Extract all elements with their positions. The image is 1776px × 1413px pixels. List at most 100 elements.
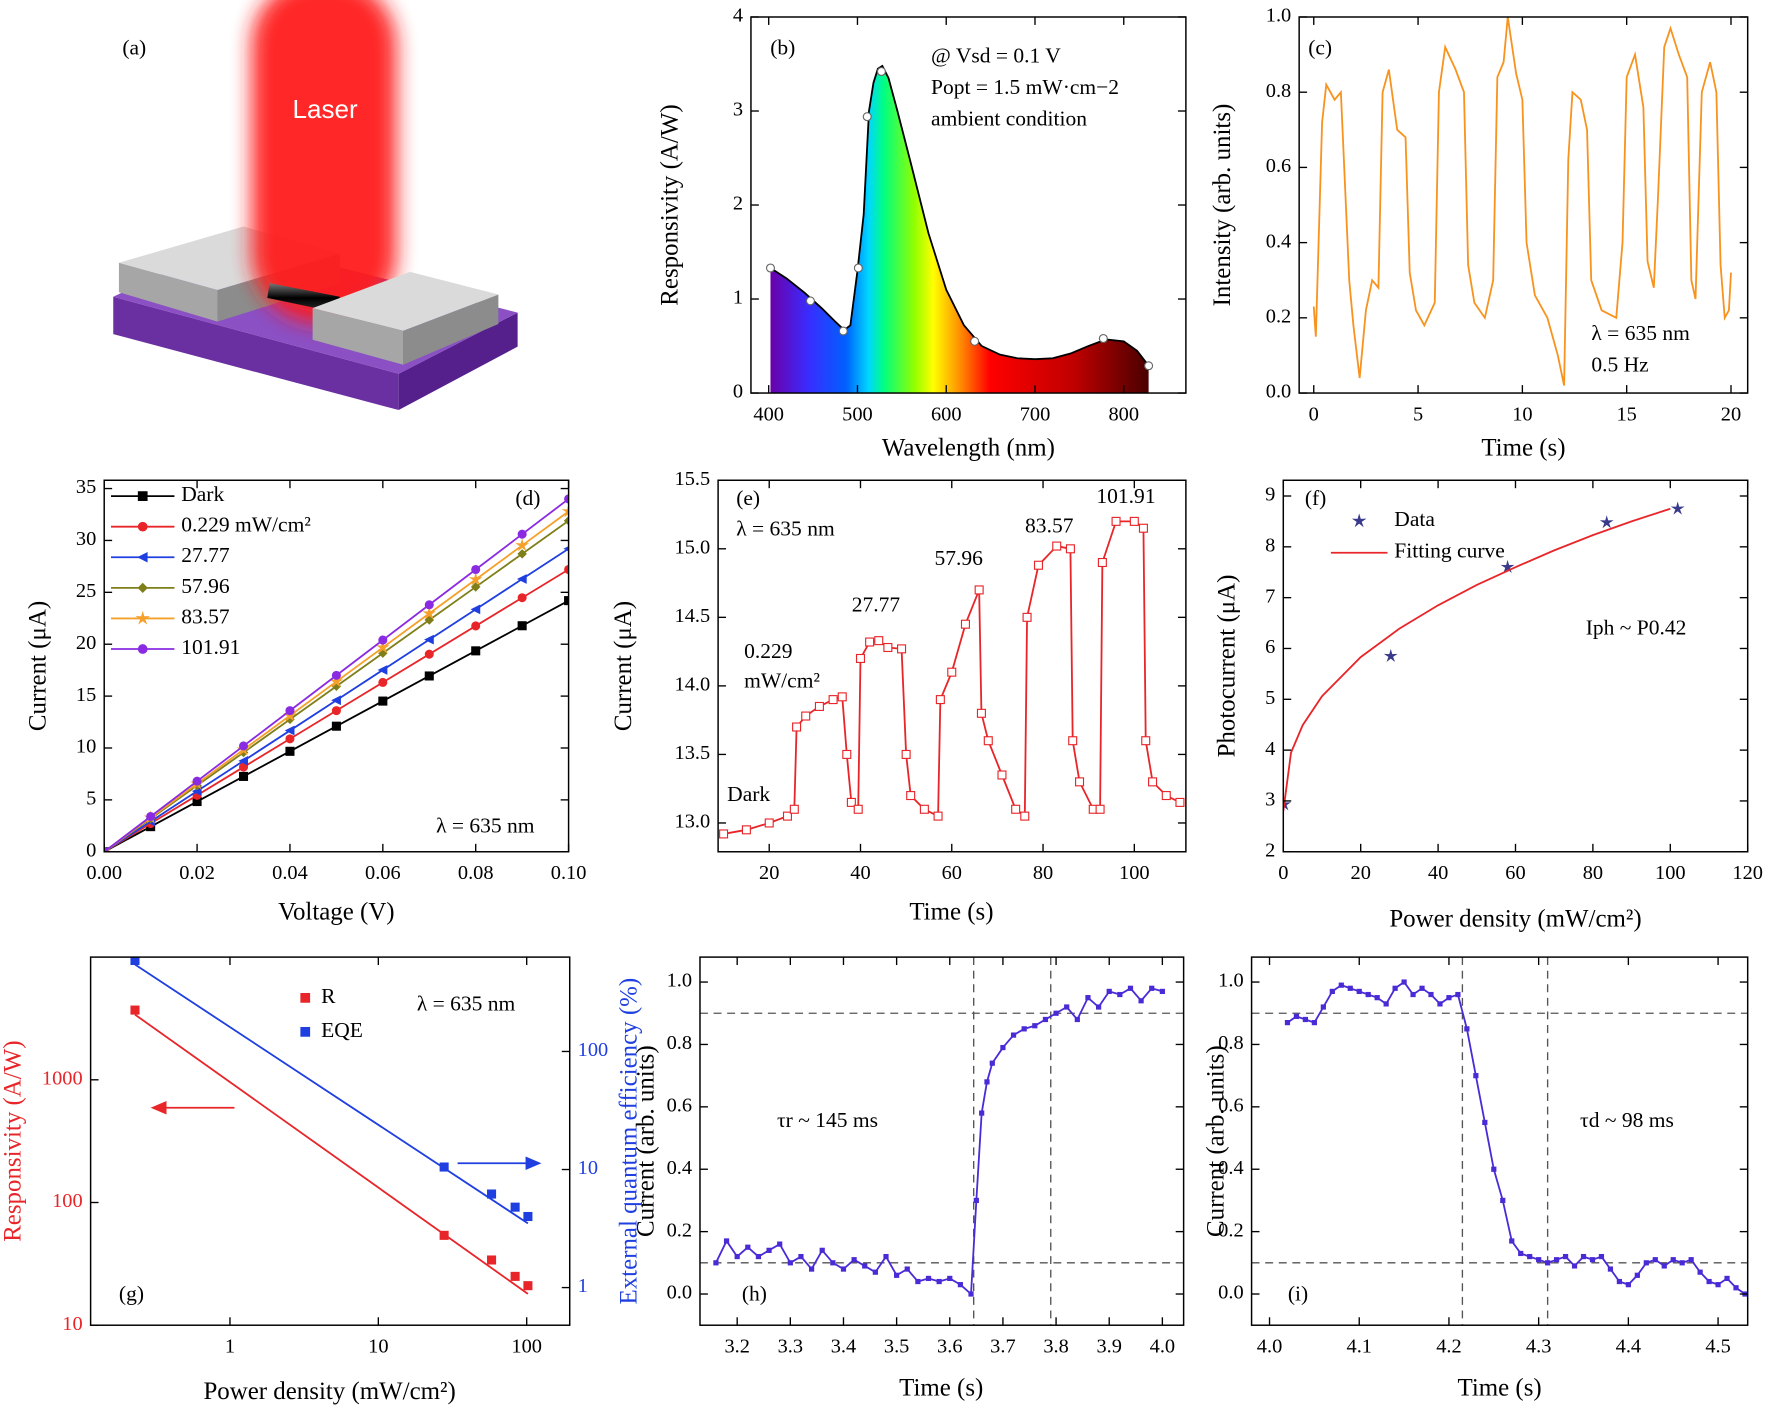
marker	[424, 634, 434, 645]
y-tick-label: 1.0	[667, 970, 692, 992]
plot-area	[130, 957, 533, 1295]
marker	[983, 736, 993, 746]
marker	[378, 635, 388, 645]
marker	[765, 263, 776, 273]
laser-beam	[251, 0, 397, 323]
marker	[947, 667, 957, 677]
y-tick-label: 6	[1265, 636, 1275, 658]
arrow-left-head	[150, 1100, 167, 1115]
y-axis-label: Current (arb. units)	[1202, 1045, 1229, 1237]
marker	[192, 776, 202, 786]
marker	[973, 1197, 979, 1204]
marker	[517, 549, 527, 559]
x-tick-label: 100	[1655, 862, 1686, 884]
marker	[1697, 1269, 1703, 1275]
annotation: 101.91	[1096, 484, 1155, 508]
marker	[766, 1247, 772, 1253]
x-tick-label: 60	[1505, 862, 1525, 884]
marker	[1634, 1272, 1640, 1278]
x-tick-label: 3.6	[937, 1336, 962, 1358]
panel-label: (i)	[1288, 1281, 1308, 1305]
marker	[1652, 1257, 1658, 1263]
annotation: λ = 635 nm	[1591, 321, 1690, 345]
panel-label: (h)	[742, 1281, 767, 1305]
y-tick-label: 0.2	[1266, 306, 1291, 328]
x-tick-label: 0.04	[272, 862, 308, 884]
marker	[745, 1244, 751, 1250]
marker	[1374, 995, 1380, 1001]
legend-marker	[300, 993, 311, 1003]
marker	[331, 721, 341, 731]
x-tick-label: 3.2	[724, 1336, 749, 1358]
x-axis-label: Power density (mW/cm²)	[1389, 906, 1641, 933]
marker	[933, 811, 943, 821]
marker	[146, 811, 156, 822]
marker	[331, 695, 341, 706]
electrode-right-front	[312, 308, 404, 365]
marker	[564, 596, 569, 606]
marker	[855, 653, 866, 663]
marker	[723, 1238, 730, 1244]
annotation: 0.229	[744, 639, 792, 663]
marker	[840, 1266, 847, 1272]
marker	[1097, 557, 1107, 568]
panel: 0 5 10 15 20 0.0 0.2 0.4 0.6 0.8 1.0 Time (s) Intens…	[1209, 5, 1749, 461]
marker	[853, 804, 863, 814]
marker	[1706, 1278, 1712, 1285]
marker	[1724, 1275, 1730, 1282]
marker	[563, 515, 569, 526]
legend-label: Dark	[181, 482, 224, 506]
electrode-right-side	[403, 294, 499, 365]
y-tick-label: 10	[76, 736, 96, 758]
plot-area	[104, 494, 569, 852]
marker	[238, 755, 249, 766]
y2-tick-label: 100	[578, 1039, 609, 1061]
marker	[1509, 1238, 1515, 1244]
y-axis-label: Current (arb. units)	[633, 1045, 660, 1237]
legend-marker	[137, 582, 148, 593]
y-tick-label: 20	[76, 632, 96, 654]
marker	[470, 582, 481, 592]
x-tick-label: 120	[1732, 862, 1763, 884]
y-tick-label: 2	[733, 193, 743, 215]
device-diagram: Laser (a)	[113, 0, 518, 411]
x-tick-label: 4.4	[1616, 1336, 1641, 1358]
x-tick-label: 3.3	[778, 1336, 803, 1358]
x-tick-label: 20	[1721, 403, 1741, 425]
marker	[1500, 559, 1515, 574]
x-axis-label: Voltage (V)	[278, 899, 394, 926]
marker	[842, 749, 852, 759]
marker	[1679, 1260, 1685, 1266]
x-tick-label: 400	[753, 403, 784, 425]
y-tick-label: 35	[76, 476, 96, 498]
legend-marker	[137, 644, 148, 654]
x-tick-label: 500	[842, 403, 873, 425]
marker	[1473, 1073, 1479, 1079]
marker	[375, 640, 390, 654]
marker	[1410, 991, 1416, 998]
annotation: λ = 635 nm	[436, 814, 535, 838]
y-tick-label: 1.0	[1218, 970, 1243, 992]
legend-marker	[1351, 513, 1367, 528]
series-line	[134, 963, 529, 1225]
annotation: mW/cm²	[744, 669, 820, 693]
y-tick-label: 1.0	[1266, 5, 1291, 27]
marker	[284, 725, 295, 736]
marker	[422, 606, 437, 620]
y-tick-label: 0.6	[1218, 1095, 1243, 1117]
marker	[1446, 995, 1452, 1001]
marker	[378, 696, 388, 706]
marker	[523, 1211, 533, 1222]
x-axis-label: Wavelength (nm)	[882, 434, 1055, 461]
marker	[1545, 1260, 1551, 1266]
y-tick-label: 0.2	[667, 1219, 692, 1241]
marker	[470, 604, 481, 615]
marker	[1138, 523, 1148, 533]
legend-marker	[300, 1026, 311, 1037]
legend-marker	[135, 610, 151, 625]
x-tick-label: 10	[1512, 403, 1532, 425]
x-tick-label: 0.08	[458, 862, 494, 884]
marker	[1149, 985, 1155, 991]
panel: 1 10 100 10 100 1000 1 10 100 Power density (mW/c…	[0, 956, 643, 1405]
